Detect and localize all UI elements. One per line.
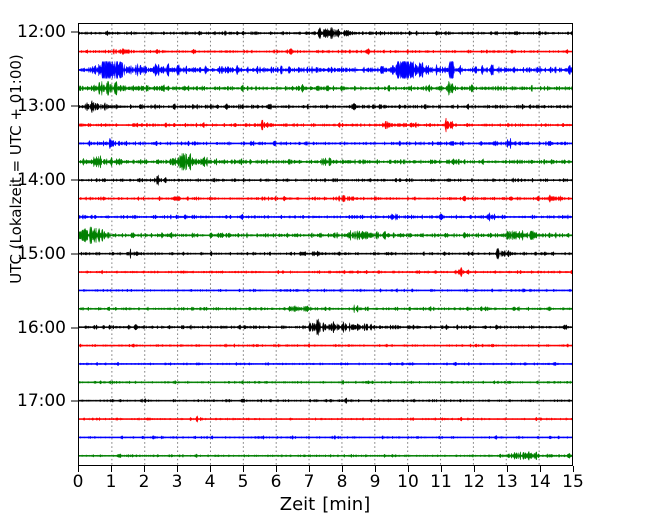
plot-area bbox=[78, 23, 573, 466]
x-tick-mark bbox=[243, 466, 244, 472]
x-tick-mark bbox=[309, 466, 310, 472]
y-tick-mark bbox=[71, 327, 78, 329]
x-tick-label: 15 bbox=[562, 472, 584, 492]
x-tick-label: 10 bbox=[397, 472, 419, 492]
x-tick-label: 6 bbox=[270, 472, 282, 492]
y-axis-label: UTC (Lokalzeit = UTC + 01:00) bbox=[7, 54, 25, 284]
seismic-trace bbox=[79, 99, 572, 114]
seismic-trace bbox=[79, 117, 572, 133]
seismic-trace bbox=[79, 450, 572, 461]
seismic-trace bbox=[79, 361, 572, 367]
x-tick-mark bbox=[177, 466, 178, 472]
x-tick-mark bbox=[375, 466, 376, 472]
x-axis-unit: [min] bbox=[322, 494, 371, 515]
y-tick-label: 12:00 bbox=[17, 22, 66, 43]
x-tick-label: 1 bbox=[105, 472, 117, 492]
y-tick-label: 17:00 bbox=[17, 391, 66, 412]
seismic-trace bbox=[79, 174, 572, 186]
seismic-trace bbox=[79, 194, 572, 203]
x-tick-mark bbox=[573, 466, 574, 472]
x-axis-label-text: Zeit bbox=[279, 494, 316, 515]
x-axis-label: Zeit [min] bbox=[0, 494, 650, 515]
x-tick-label: 13 bbox=[496, 472, 518, 492]
x-tick-mark bbox=[276, 466, 277, 472]
x-tick-mark bbox=[78, 466, 79, 472]
y-tick-label: 15:00 bbox=[17, 243, 66, 264]
y-tick-mark bbox=[71, 31, 78, 33]
y-tick-label: 14:00 bbox=[17, 169, 66, 190]
x-tick-label: 0 bbox=[72, 472, 84, 492]
x-tick-mark bbox=[210, 466, 211, 472]
seismic-trace bbox=[79, 287, 572, 293]
x-tick-label: 2 bbox=[138, 472, 150, 492]
seismic-trace bbox=[79, 247, 572, 261]
x-tick-mark bbox=[342, 466, 343, 472]
seismic-trace bbox=[79, 47, 572, 56]
seismic-trace bbox=[79, 397, 572, 404]
seismic-trace bbox=[79, 434, 572, 440]
seismic-trace bbox=[79, 137, 572, 150]
seismic-trace bbox=[79, 153, 572, 171]
x-tick-mark bbox=[507, 466, 508, 472]
x-tick-mark bbox=[474, 466, 475, 472]
x-tick-label: 12 bbox=[463, 472, 485, 492]
seismic-trace bbox=[79, 304, 572, 313]
seismic-trace bbox=[79, 266, 572, 278]
seismic-trace bbox=[79, 26, 572, 40]
seismic-traces bbox=[79, 26, 572, 461]
seismic-trace bbox=[79, 379, 572, 385]
y-tick-mark bbox=[71, 105, 78, 107]
x-tick-label: 14 bbox=[529, 472, 551, 492]
y-tick-mark bbox=[71, 400, 78, 402]
seismic-trace bbox=[79, 212, 572, 222]
y-tick-mark bbox=[71, 253, 78, 255]
y-tick-label: 16:00 bbox=[17, 317, 66, 338]
x-tick-label: 8 bbox=[336, 472, 348, 492]
x-tick-mark bbox=[441, 466, 442, 472]
x-tick-label: 11 bbox=[430, 472, 452, 492]
seismic-trace bbox=[79, 343, 572, 348]
seismic-trace bbox=[79, 60, 572, 80]
x-tick-mark bbox=[144, 466, 145, 472]
seismic-trace bbox=[79, 318, 572, 336]
x-tick-label: 3 bbox=[171, 472, 183, 492]
seismic-trace bbox=[79, 226, 572, 245]
x-tick-mark bbox=[408, 466, 409, 472]
x-tick-label: 5 bbox=[237, 472, 249, 492]
x-tick-label: 7 bbox=[303, 472, 315, 492]
y-tick-mark bbox=[71, 179, 78, 181]
x-tick-label: 9 bbox=[369, 472, 381, 492]
x-tick-mark bbox=[540, 466, 541, 472]
seismic-trace bbox=[79, 80, 572, 97]
x-tick-mark bbox=[111, 466, 112, 472]
y-tick-label: 13:00 bbox=[17, 96, 66, 117]
x-tick-label: 4 bbox=[204, 472, 216, 492]
seismic-trace bbox=[79, 415, 572, 423]
